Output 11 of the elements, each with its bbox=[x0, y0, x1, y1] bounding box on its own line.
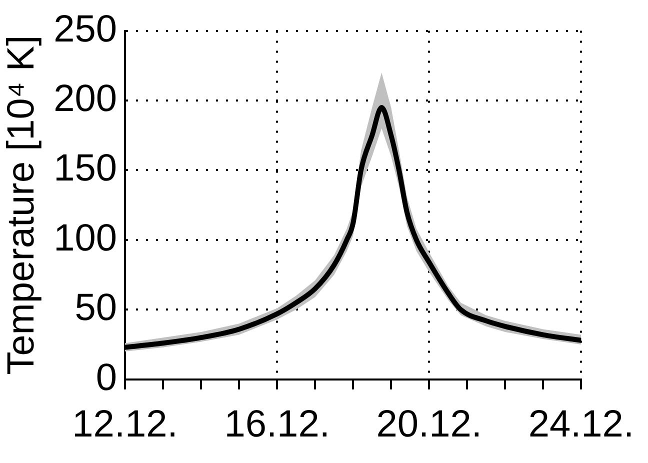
x-tick-label: 20.12. bbox=[376, 404, 482, 446]
y-axis-title: Temperature [10⁴ K] bbox=[0, 35, 42, 375]
x-tick-label: 16.12. bbox=[224, 404, 330, 446]
x-tick-label: 24.12. bbox=[528, 404, 634, 446]
y-tick-label: 100 bbox=[54, 217, 117, 260]
y-tick-label: 250 bbox=[54, 8, 117, 50]
y-tick-label: 0 bbox=[96, 356, 117, 399]
y-tick-label: 200 bbox=[54, 78, 117, 120]
x-tick-label: 12.12. bbox=[72, 404, 178, 446]
y-tick-label: 50 bbox=[74, 287, 117, 330]
y-tick-label: 150 bbox=[54, 148, 117, 190]
